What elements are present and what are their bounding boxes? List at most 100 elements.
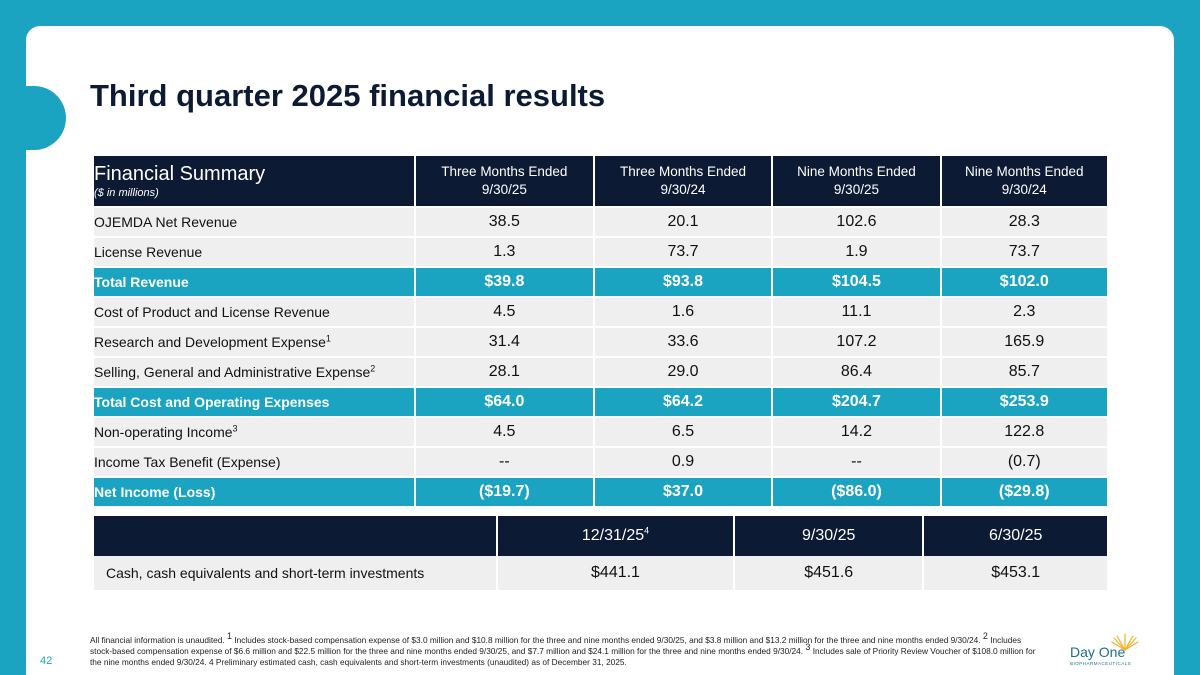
value-cell: $93.8 xyxy=(594,268,774,298)
value-cell: $64.2 xyxy=(594,388,774,418)
value-cell: ($29.8) xyxy=(941,478,1107,508)
value-cell: 2.3 xyxy=(941,298,1107,328)
row-label: Non-operating Income3 xyxy=(94,418,416,448)
footnote-marker: 4 xyxy=(644,525,650,536)
page-number: 42 xyxy=(40,655,53,667)
side-accent-tab xyxy=(26,86,66,150)
row-label: Total Cost and Operating Expenses xyxy=(94,388,416,418)
cash-column-label: 12/31/25 xyxy=(581,527,645,544)
value-cell: 38.5 xyxy=(416,208,595,238)
cash-value-cell: $451.6 xyxy=(734,556,925,590)
value-cell: $104.5 xyxy=(773,268,942,298)
row-label-text: Cost of Product and License Revenue xyxy=(94,304,330,320)
financial-table-body: OJEMDA Net Revenue 38.5 20.1 102.6 28.3 Licen… xyxy=(94,208,1107,508)
footnote-marker: 2 xyxy=(370,363,376,374)
table-row: Income Tax Benefit (Expense) -- 0.9 -- (0.7) xyxy=(94,448,1107,478)
cash-column-header: 9/30/25 xyxy=(734,516,925,556)
cash-column-header: 6/30/25 xyxy=(924,516,1107,556)
slide-title: Third quarter 2025 financial results xyxy=(90,78,606,113)
column-header-period: Three Months Ended xyxy=(441,164,568,179)
value-cell: 73.7 xyxy=(594,238,774,268)
row-label-text: Total Cost and Operating Expenses xyxy=(94,394,330,410)
footnote-marker: 2 xyxy=(982,631,988,642)
row-label: Net Income (Loss) xyxy=(94,478,416,508)
cash-column-header: 12/31/254 xyxy=(498,516,735,556)
row-label-text: Non-operating Income xyxy=(94,424,233,440)
row-label: Research and Development Expense1 xyxy=(94,328,416,358)
column-header-period: Nine Months Ended xyxy=(797,164,916,179)
value-cell: -- xyxy=(416,448,595,478)
value-cell: ($19.7) xyxy=(416,478,595,508)
column-header-period: Nine Months Ended xyxy=(964,164,1084,179)
row-label: OJEMDA Net Revenue xyxy=(94,208,416,238)
value-cell: 102.6 xyxy=(773,208,942,238)
table-row: Cost of Product and License Revenue 4.5 1.… xyxy=(94,298,1107,328)
logo-wordmark: Day One xyxy=(1070,644,1126,660)
table-row: Non-operating Income3 4.5 6.5 14.2 122.8 xyxy=(94,418,1107,448)
column-header: Nine Months Ended 9/30/25 xyxy=(773,156,942,208)
total-row: Total Revenue $39.8 $93.8 $104.5 $102.0 xyxy=(94,268,1107,298)
header-title-cell: Financial Summary ($ in millions) xyxy=(94,156,416,208)
column-header-date: 9/30/25 xyxy=(481,182,527,197)
value-cell: $37.0 xyxy=(594,478,774,508)
column-header: Nine Months Ended 9/30/24 xyxy=(941,156,1107,208)
value-cell: 85.7 xyxy=(941,358,1107,388)
value-cell: 1.3 xyxy=(416,238,595,268)
logo-tagline: BIOPHARMACEUTICALS xyxy=(1070,661,1132,666)
total-row: Total Cost and Operating Expenses $64.0 $6… xyxy=(94,388,1107,418)
value-cell: -- xyxy=(773,448,942,478)
value-cell: 4.5 xyxy=(416,298,595,328)
footnote-marker: 1 xyxy=(325,333,331,344)
footnote-part: All financial information is unaudited. xyxy=(90,635,227,645)
row-label: License Revenue xyxy=(94,238,416,268)
column-header: Three Months Ended 9/30/24 xyxy=(594,156,774,208)
value-cell: 107.2 xyxy=(773,328,942,358)
footnote-marker: 3 xyxy=(232,423,238,434)
company-logo: Day One BIOPHARMACEUTICALS xyxy=(1070,633,1140,666)
value-cell: $102.0 xyxy=(941,268,1107,298)
total-row: Net Income (Loss) ($19.7) $37.0 ($86.0) ($29… xyxy=(94,478,1107,508)
value-cell: $39.8 xyxy=(416,268,595,298)
row-label-text: License Revenue xyxy=(94,244,203,260)
cash-column-label: 6/30/25 xyxy=(989,527,1043,544)
table-header-row: Financial Summary ($ in millions) Three … xyxy=(94,156,1107,208)
value-cell: 14.2 xyxy=(773,418,942,448)
footnote-part: Includes sale of Priority Review Voucher… xyxy=(90,646,1036,667)
value-cell: 20.1 xyxy=(594,208,774,238)
column-header-date: 9/30/24 xyxy=(660,182,706,197)
value-cell: 33.6 xyxy=(594,328,774,358)
footnote-text: All financial information is unaudited. … xyxy=(90,632,1040,668)
value-cell: $64.0 xyxy=(416,388,595,418)
value-cell: 1.9 xyxy=(773,238,942,268)
value-cell: 73.7 xyxy=(941,238,1107,268)
cash-row-label: Cash, cash equivalents and short-term in… xyxy=(94,556,498,590)
value-cell: $204.7 xyxy=(773,388,942,418)
value-cell: 28.1 xyxy=(416,358,595,388)
value-cell: 1.6 xyxy=(594,298,774,328)
row-label: Selling, General and Administrative Expe… xyxy=(94,358,416,388)
value-cell: 165.9 xyxy=(941,328,1107,358)
value-cell: 4.5 xyxy=(416,418,595,448)
cash-row: Cash, cash equivalents and short-term in… xyxy=(94,556,1107,590)
value-cell: 86.4 xyxy=(773,358,942,388)
row-label-text: Net Income (Loss) xyxy=(94,484,216,500)
column-header-period: Three Months Ended xyxy=(619,164,747,179)
row-label-text: Total Revenue xyxy=(94,274,189,290)
footnote-marker: 1 xyxy=(226,631,232,642)
cash-column-label: 9/30/25 xyxy=(802,527,856,544)
value-cell: 11.1 xyxy=(773,298,942,328)
cash-header-row: 12/31/254 9/30/25 6/30/25 xyxy=(94,516,1107,556)
footnote-part: Includes stock-based compensation expens… xyxy=(232,635,983,645)
row-label-text: OJEMDA Net Revenue xyxy=(94,214,238,230)
table-row: Selling, General and Administrative Expe… xyxy=(94,358,1107,388)
table-row: OJEMDA Net Revenue 38.5 20.1 102.6 28.3 xyxy=(94,208,1107,238)
value-cell: $253.9 xyxy=(941,388,1107,418)
table-row: Research and Development Expense1 31.4 33.… xyxy=(94,328,1107,358)
row-label: Total Revenue xyxy=(94,268,416,298)
row-label: Income Tax Benefit (Expense) xyxy=(94,448,416,478)
cash-header-blank xyxy=(94,516,498,556)
value-cell: 6.5 xyxy=(594,418,774,448)
footnote-part: Includes stock-based compensation expens… xyxy=(90,635,1022,656)
column-header-date: 9/30/24 xyxy=(1001,182,1047,197)
value-cell: 28.3 xyxy=(941,208,1107,238)
